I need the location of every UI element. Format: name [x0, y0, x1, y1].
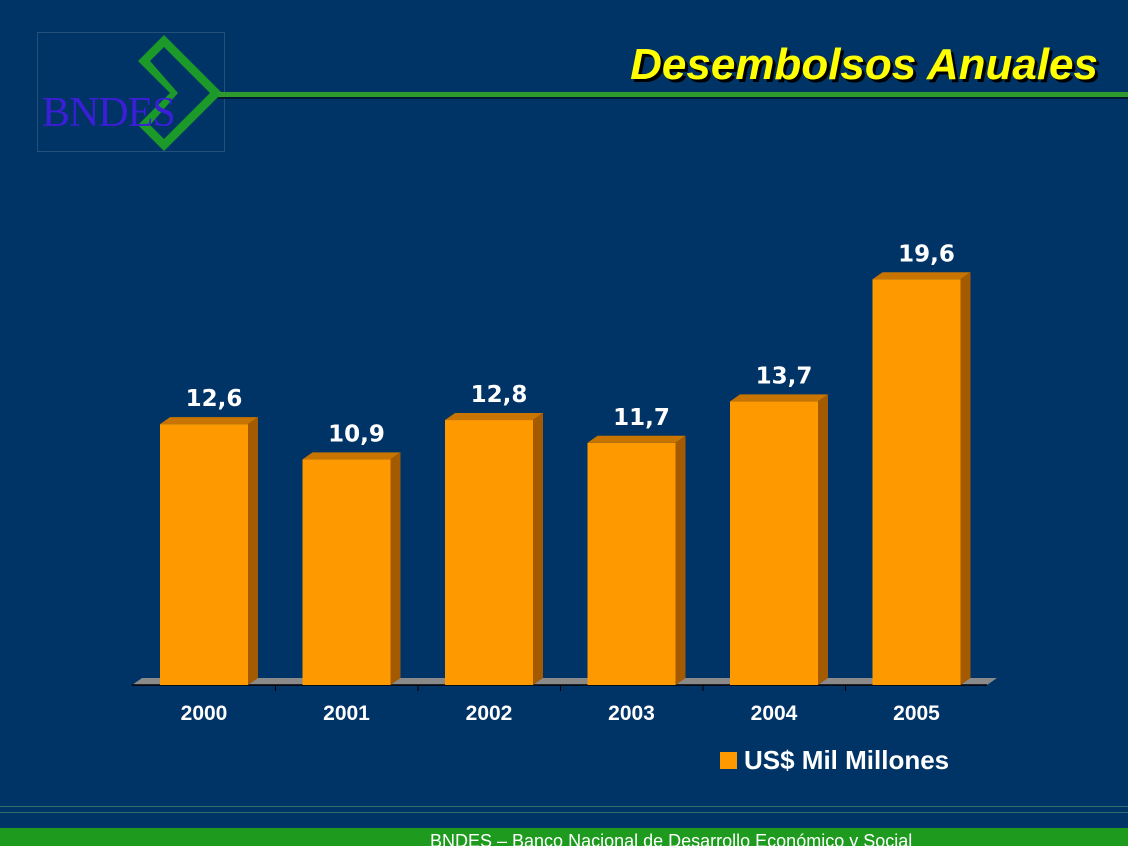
footer-bar: BNDES – Banco Nacional de Desarrollo Eco… [0, 828, 1128, 846]
x-tick-label: 2000 [181, 702, 228, 725]
bar [302, 459, 391, 685]
bndes-logo: BNDES [37, 32, 225, 152]
bar [730, 401, 818, 685]
data-label: 11,7 [613, 405, 670, 431]
footer-divider [0, 812, 1128, 813]
legend-swatch [720, 752, 737, 769]
page-title: Desembolsos Anuales [630, 40, 1098, 89]
data-label: 19,6 [898, 241, 955, 267]
data-label: 12,8 [471, 382, 528, 408]
bar-top [730, 394, 828, 402]
bar-chart: 12,6 2000 10,9 2001 12,8 2002 11,7 2003 13,7 2004… [132, 241, 997, 725]
x-tick-label: 2005 [893, 702, 940, 725]
chart-floor [132, 678, 997, 685]
logo-text: BNDES [42, 90, 176, 136]
bar [872, 279, 961, 685]
bar-side [248, 417, 258, 685]
legend-label: US$ Mil Millones [744, 745, 950, 775]
data-label: 12,6 [186, 386, 243, 412]
bar-top [587, 435, 686, 443]
bar [160, 424, 248, 685]
bar [587, 442, 676, 685]
bar-top [872, 272, 971, 280]
bar [445, 420, 533, 685]
bar-side [960, 272, 971, 685]
x-tick-label: 2002 [466, 702, 513, 725]
bar-top [160, 417, 258, 425]
data-label: 13,7 [756, 363, 813, 389]
bar-top [445, 413, 543, 421]
title-rule [218, 92, 1128, 99]
bar-side [533, 413, 543, 685]
bar-side [675, 435, 686, 685]
bar-side [818, 394, 828, 685]
bar-top [302, 452, 401, 460]
footer-text: BNDES – Banco Nacional de Desarrollo Eco… [430, 831, 913, 846]
chart-legend: US$ Mil Millones [720, 745, 949, 776]
x-tick-label: 2004 [751, 702, 798, 725]
data-label: 10,9 [328, 421, 385, 447]
bar-side [390, 452, 401, 685]
x-tick-label: 2001 [323, 702, 370, 725]
x-tick-label: 2003 [608, 702, 655, 725]
footer-divider [0, 806, 1128, 807]
logo-diamond-icon [138, 35, 222, 151]
